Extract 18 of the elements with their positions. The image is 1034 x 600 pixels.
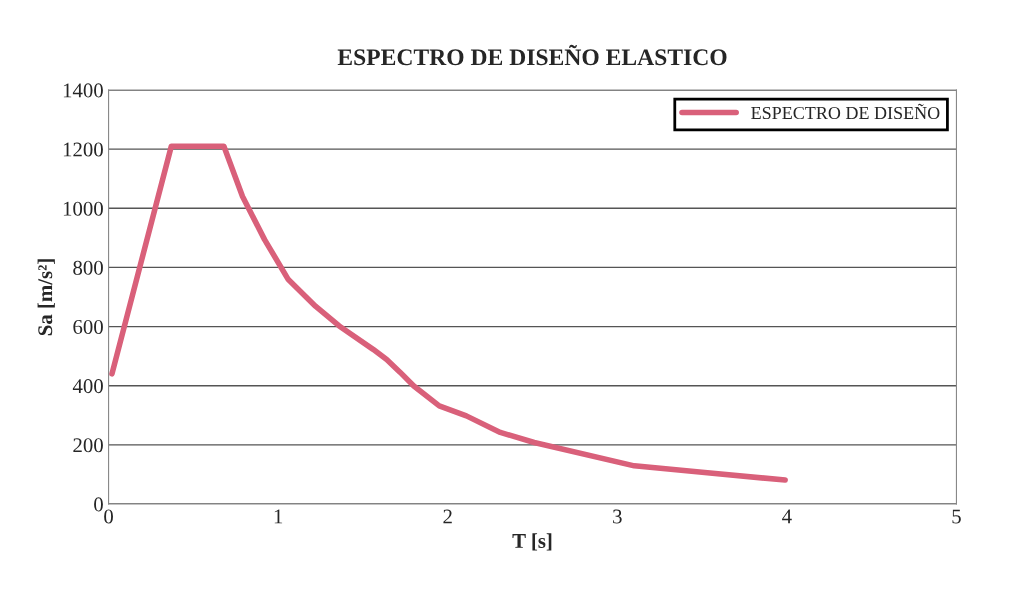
y-tick-label: 400 [72,379,103,394]
x-tick-label: 2 [443,509,452,524]
y-tick-label: 1400 [63,83,103,98]
y-tick-label: 1200 [63,142,103,157]
y-axis-title: Sa [m/s²] [37,259,55,336]
x-axis-title: T [s] [512,533,552,551]
x-tick-label: 0 [104,509,113,524]
y-tick-label: 200 [73,438,103,453]
x-tick-label: 4 [782,509,792,524]
x-tick-label: 5 [952,509,961,524]
y-tick-label: 0 [94,497,103,512]
y-tick-label: 600 [73,319,103,334]
y-tick-label: 800 [73,260,103,275]
legend-label: ESPECTRO DE DISEÑO [751,103,940,120]
chart-title: ESPECTRO DE DISEÑO ELASTICO [337,44,727,66]
y-tick-label: 1000 [63,201,103,216]
x-tick-label: 3 [613,509,622,524]
x-tick-label: 1 [274,509,283,524]
